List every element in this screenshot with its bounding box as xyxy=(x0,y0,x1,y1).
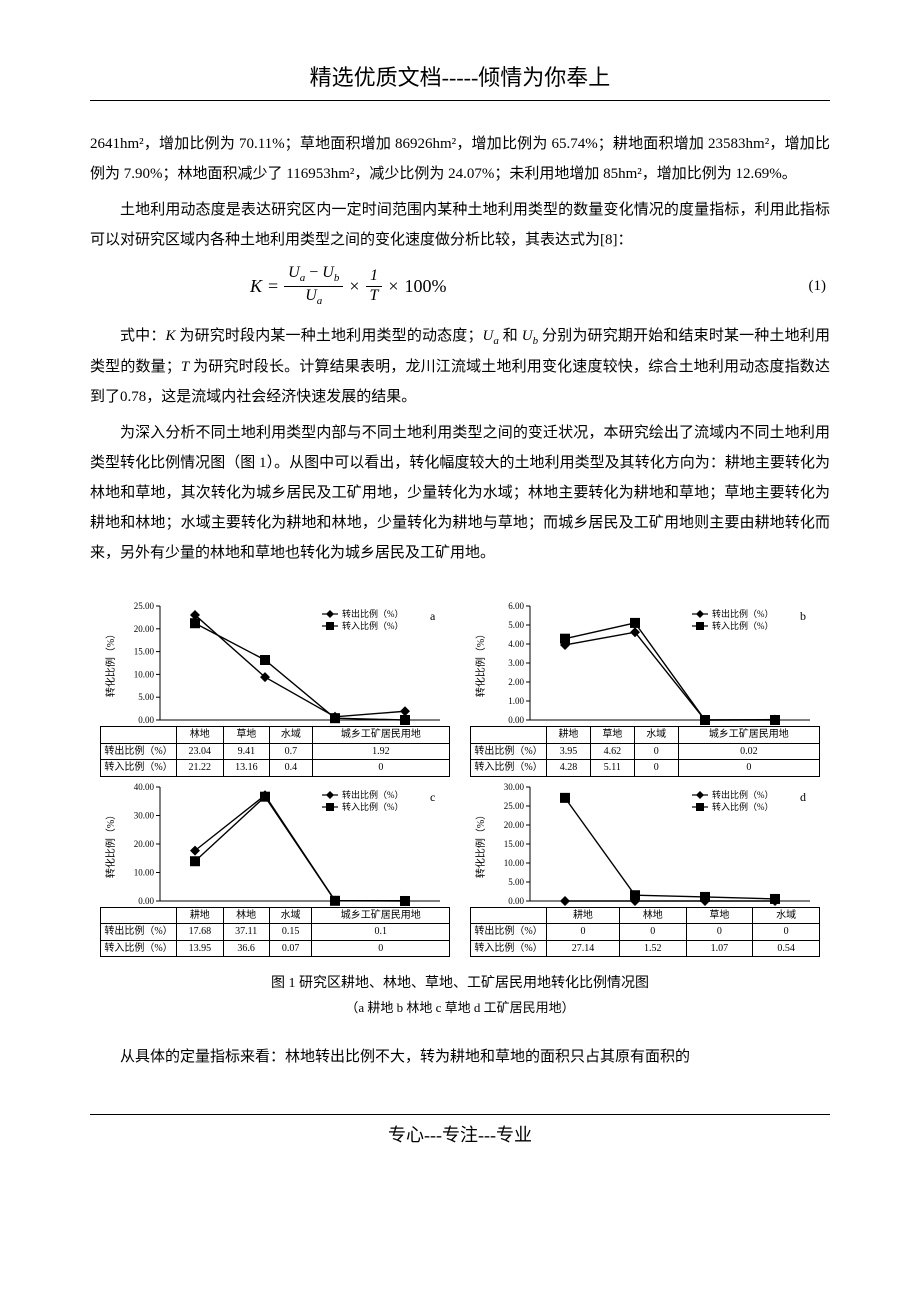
svg-text:转入比例（%）: 转入比例（%） xyxy=(342,801,404,812)
svg-text:10.00: 10.00 xyxy=(134,670,155,680)
svg-text:转入比例（%）: 转入比例（%） xyxy=(712,620,774,631)
p3-K: K xyxy=(165,328,175,344)
svg-text:20.00: 20.00 xyxy=(134,624,155,634)
formula-eqno: (1) xyxy=(447,278,830,295)
formula-a-sub: a xyxy=(300,272,306,284)
svg-text:b: b xyxy=(800,609,806,623)
svg-text:20.00: 20.00 xyxy=(134,839,155,849)
paragraph-2: 土地利用动态度是表达研究区内一定时间范围内某种土地利用类型的数量变化情况的度量指… xyxy=(90,195,830,255)
formula-T: T xyxy=(365,287,382,305)
page-header: 精选优质文档-----倾情为你奉上 xyxy=(90,60,830,92)
svg-text:1.00: 1.00 xyxy=(508,696,524,706)
svg-text:转化比例（%）: 转化比例（%） xyxy=(474,810,487,878)
svg-text:5.00: 5.00 xyxy=(138,693,154,703)
svg-text:0.00: 0.00 xyxy=(508,896,524,906)
chart-b: 0.00 1.00 2.00 3.00 4.00 5.00 6.00 转化比例（%） 转出比例（… xyxy=(470,596,820,777)
paragraph-1: 2641hm²，增加比例为 70.11%；草地面积增加 86926hm²，增加比… xyxy=(90,129,830,189)
svg-text:0.00: 0.00 xyxy=(138,715,154,725)
svg-text:转入比例（%）: 转入比例（%） xyxy=(712,801,774,812)
footer-rule xyxy=(90,1114,830,1115)
p3-mid1: 为研究时段内某一种土地利用类型的动态度； xyxy=(176,328,483,344)
p3-and: 和 xyxy=(499,328,522,344)
svg-text:3.00: 3.00 xyxy=(508,658,524,668)
chart-a: 0.00 5.00 10.00 15.00 20.00 25.00 转化比例（%） 转出比例（… xyxy=(100,596,450,777)
svg-text:a: a xyxy=(430,609,436,623)
paragraph-5: 从具体的定量指标来看：林地转出比例不大，转为耕地和草地的面积只占其原有面积的 xyxy=(90,1042,830,1072)
formula-a-sub2: a xyxy=(317,295,323,307)
svg-text:转入比例（%）: 转入比例（%） xyxy=(342,620,404,631)
p3-pre: 式中： xyxy=(120,328,165,344)
formula-1: 1 xyxy=(366,268,382,287)
p3-T: T xyxy=(181,359,189,375)
formula-b-sub: b xyxy=(334,272,340,284)
svg-text:40.00: 40.00 xyxy=(134,782,155,792)
svg-text:转化比例（%）: 转化比例（%） xyxy=(104,629,117,697)
svg-text:0.00: 0.00 xyxy=(138,896,154,906)
formula-body: K = Ua − Ub Ua × 1 T × 100% xyxy=(250,265,447,307)
p3-Ua: U xyxy=(482,328,493,344)
svg-text:转出比例（%）: 转出比例（%） xyxy=(342,608,404,619)
p3-tail: 为研究时段长。计算结果表明，龙川江流域土地利用变化速度较快，综合土地利用动态度指… xyxy=(90,359,830,405)
svg-text:转化比例（%）: 转化比例（%） xyxy=(104,810,117,878)
formula-K: K xyxy=(250,276,262,297)
header-rule xyxy=(90,100,830,101)
svg-text:d: d xyxy=(800,790,806,804)
paragraph-3: 式中：K 为研究时段内某一种土地利用类型的动态度；Ua 和 Ub 分别为研究期开… xyxy=(90,321,830,412)
svg-text:4.00: 4.00 xyxy=(508,639,524,649)
formula-100: 100% xyxy=(405,276,447,297)
svg-text:c: c xyxy=(430,790,435,804)
svg-text:转化比例（%）: 转化比例（%） xyxy=(474,629,487,697)
svg-text:转出比例（%）: 转出比例（%） xyxy=(342,789,404,800)
formula-Ua-bot: U xyxy=(305,287,317,304)
figure-1-subcaption: （a 耕地 b 林地 c 草地 d 工矿居民用地） xyxy=(90,997,830,1016)
svg-text:5.00: 5.00 xyxy=(508,620,524,630)
page-footer: 专心---专注---专业 xyxy=(90,1121,830,1147)
svg-text:10.00: 10.00 xyxy=(134,867,155,877)
formula-Ua-top: U xyxy=(288,264,300,281)
svg-text:6.00: 6.00 xyxy=(508,601,524,611)
formula-row: K = Ua − Ub Ua × 1 T × 100% (1) xyxy=(90,265,830,307)
svg-text:15.00: 15.00 xyxy=(134,647,155,657)
svg-text:25.00: 25.00 xyxy=(134,601,155,611)
svg-text:30.00: 30.00 xyxy=(134,810,155,820)
svg-text:20.00: 20.00 xyxy=(504,820,525,830)
svg-text:2.00: 2.00 xyxy=(508,677,524,687)
svg-text:30.00: 30.00 xyxy=(504,782,525,792)
chart-c: 0.00 10.00 20.00 30.00 40.00 转化比例（%） 转出比例（%）转入… xyxy=(100,777,450,958)
svg-text:10.00: 10.00 xyxy=(504,858,525,868)
svg-text:15.00: 15.00 xyxy=(504,839,525,849)
svg-text:5.00: 5.00 xyxy=(508,877,524,887)
svg-text:转出比例（%）: 转出比例（%） xyxy=(712,789,774,800)
svg-text:转出比例（%）: 转出比例（%） xyxy=(712,608,774,619)
figure-1-caption: 图 1 研究区耕地、林地、草地、工矿居民用地转化比例情况图 xyxy=(90,971,830,996)
svg-text:0.00: 0.00 xyxy=(508,715,524,725)
chart-d: 0.00 5.00 10.00 15.00 20.00 25.00 30.00 转化比例（%）… xyxy=(470,777,820,958)
paragraph-4: 为深入分析不同土地利用类型内部与不同土地利用类型之间的变迁状况，本研究绘出了流域… xyxy=(90,418,830,568)
svg-text:25.00: 25.00 xyxy=(504,801,525,811)
figure-1-charts: 0.00 5.00 10.00 15.00 20.00 25.00 转化比例（%） 转出比例（… xyxy=(90,596,830,957)
formula-Ub-top: U xyxy=(322,264,334,281)
p3-Ub: U xyxy=(522,328,533,344)
